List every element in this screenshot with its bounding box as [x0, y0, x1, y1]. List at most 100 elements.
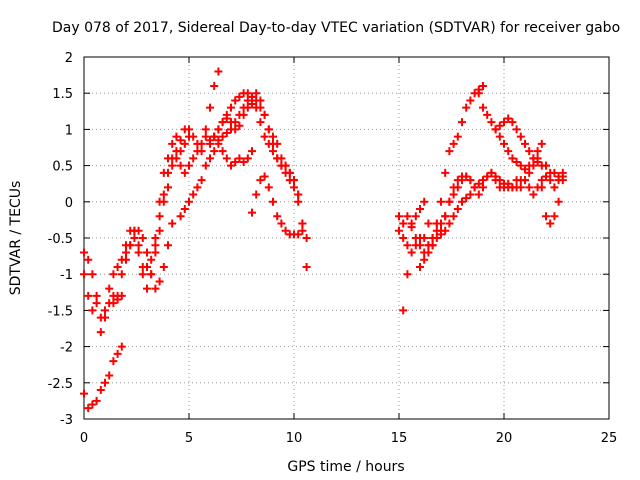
data-point-marker [206, 103, 214, 112]
data-point-marker [176, 136, 185, 145]
data-point-marker [403, 212, 412, 221]
data-point-marker [269, 132, 277, 141]
data-point-marker [462, 172, 471, 181]
data-point-marker [277, 154, 286, 163]
data-point-marker [428, 241, 437, 250]
data-point-marker [248, 208, 256, 217]
data-point-marker [550, 168, 559, 177]
data-point-marker [525, 147, 534, 156]
data-point-marker [252, 96, 261, 105]
data-point-marker [483, 172, 492, 181]
data-point-marker [495, 176, 504, 185]
data-point-marker [159, 262, 168, 271]
data-point-marker [533, 157, 542, 166]
data-point-marker [243, 89, 252, 98]
data-point-marker [508, 118, 517, 127]
data-point-marker [411, 212, 420, 221]
grid-lines [84, 57, 609, 419]
data-point-marker [479, 183, 487, 192]
data-point-marker [134, 241, 143, 250]
data-point-marker [256, 103, 265, 112]
data-point-marker [214, 136, 223, 145]
data-point-marker [256, 118, 265, 127]
data-point-marker [218, 147, 227, 156]
data-point-marker [109, 299, 118, 308]
data-point-marker [155, 212, 164, 221]
data-point-marker [201, 125, 210, 134]
data-point-marker [441, 226, 450, 235]
data-point-marker [155, 226, 164, 235]
data-point-marker [126, 241, 135, 250]
data-point-marker [479, 176, 487, 185]
y-tick-labels: -3 -2.5 -2 -1.5 -1 -0.5 0 0.5 1 1.5 2 [48, 51, 73, 428]
data-point-marker [243, 154, 252, 163]
data-point-marker [80, 248, 88, 257]
data-point-marker [155, 277, 164, 286]
data-point-marker [424, 219, 433, 228]
data-point-marker [248, 100, 256, 109]
data-point-marker [458, 197, 466, 206]
data-point-marker [285, 168, 294, 177]
data-point-marker [416, 241, 424, 250]
data-point-marker [399, 234, 408, 242]
data-point-marker [554, 197, 563, 206]
data-point-marker [264, 125, 273, 134]
data-point-marker [512, 125, 521, 134]
data-point-marker [248, 147, 256, 156]
data-point-marker [134, 226, 143, 235]
data-point-marker [117, 270, 126, 279]
data-point-marker [80, 389, 88, 398]
y-tick-label: 1.5 [52, 87, 73, 102]
data-point-marker [80, 270, 88, 279]
data-point-marker [185, 197, 193, 206]
data-point-marker [210, 147, 219, 156]
data-point-marker [466, 190, 475, 199]
data-point-marker [495, 132, 504, 141]
data-point-marker [453, 176, 462, 185]
data-point-marker [260, 132, 269, 141]
data-point-marker [420, 234, 429, 242]
data-point-marker [105, 284, 114, 293]
data-point-marker [105, 371, 114, 380]
data-point-marker [92, 396, 101, 405]
data-point-marker [466, 96, 475, 105]
data-point-marker [474, 89, 483, 98]
data-point-marker [235, 92, 244, 101]
data-point-marker [252, 190, 261, 199]
y-tick-label: -1 [60, 268, 73, 283]
x-tick-label: 5 [185, 431, 193, 446]
data-point-marker [294, 190, 303, 199]
data-point-marker [235, 154, 244, 163]
data-point-marker [298, 226, 307, 235]
x-tick-labels: 0 5 10 15 20 25 [80, 431, 617, 446]
x-tick-label: 0 [80, 431, 88, 446]
data-point-marker [483, 110, 492, 119]
data-point-marker [399, 306, 408, 315]
series-s14 [491, 114, 550, 170]
series-s7 [206, 89, 303, 199]
data-point-marker [550, 212, 559, 221]
data-point-marker [500, 179, 508, 188]
data-point-marker [302, 234, 311, 242]
data-point-marker [235, 110, 244, 119]
data-point-marker [403, 270, 412, 279]
series-s1 [80, 67, 223, 322]
data-point-marker [210, 81, 219, 90]
data-point-marker [420, 197, 429, 206]
data-point-marker [218, 132, 227, 141]
data-point-marker [281, 161, 290, 170]
data-point-marker [151, 248, 160, 257]
data-point-marker [92, 299, 101, 308]
data-point-marker [529, 154, 538, 163]
data-point-marker [138, 234, 147, 242]
data-point-marker [449, 183, 458, 192]
data-point-marker [290, 176, 298, 185]
data-point-marker [193, 183, 202, 192]
data-point-marker [151, 234, 160, 242]
data-point-marker [134, 248, 143, 257]
data-point-marker [525, 183, 534, 192]
data-point-marker [88, 270, 97, 279]
data-point-marker [88, 306, 97, 315]
data-point-marker [441, 168, 450, 177]
data-point-marker [449, 212, 458, 221]
